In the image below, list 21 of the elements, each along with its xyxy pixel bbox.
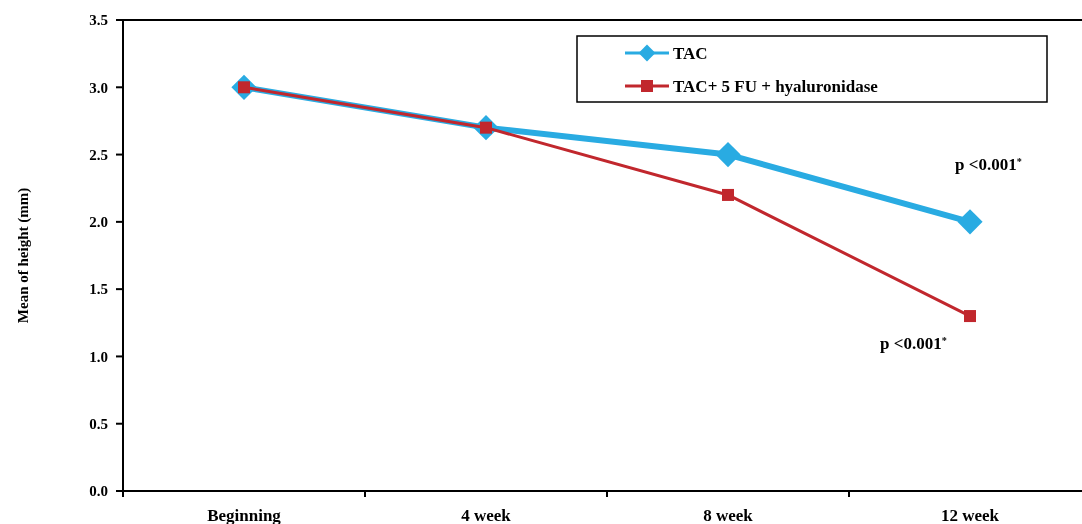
y-tick-label: 1.0	[89, 348, 108, 365]
y-axis-title: Mean of height (mm)	[15, 187, 32, 324]
legend-label: TAC+ 5 FU + hyaluronidase	[673, 76, 879, 96]
x-tick-label: 4 week	[461, 506, 512, 524]
x-tick-label: Beginning	[207, 506, 282, 524]
y-tick-label: 0.0	[89, 483, 108, 500]
point	[715, 141, 741, 168]
y-tick-label: 2.0	[89, 214, 108, 231]
point	[964, 310, 976, 323]
y-tick-label: 2.5	[89, 146, 108, 163]
y-tick-label: 1.5	[89, 281, 108, 298]
legend-label: TAC	[673, 43, 708, 63]
annotation: p <0.001$^{*}$	[955, 155, 1022, 174]
x-tick-label: 12 week	[940, 506, 1000, 524]
x-tick-label: 8 week	[703, 506, 754, 524]
y-tick-label: 3.5	[89, 12, 108, 29]
point	[957, 209, 983, 235]
annotation: p <0.001$^{*}$	[880, 334, 947, 353]
point	[722, 188, 734, 201]
y-tick-label: 3.0	[89, 79, 108, 96]
y-tick-label: 0.5	[89, 415, 108, 432]
